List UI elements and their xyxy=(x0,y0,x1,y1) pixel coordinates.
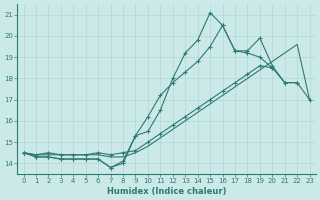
X-axis label: Humidex (Indice chaleur): Humidex (Indice chaleur) xyxy=(107,187,226,196)
